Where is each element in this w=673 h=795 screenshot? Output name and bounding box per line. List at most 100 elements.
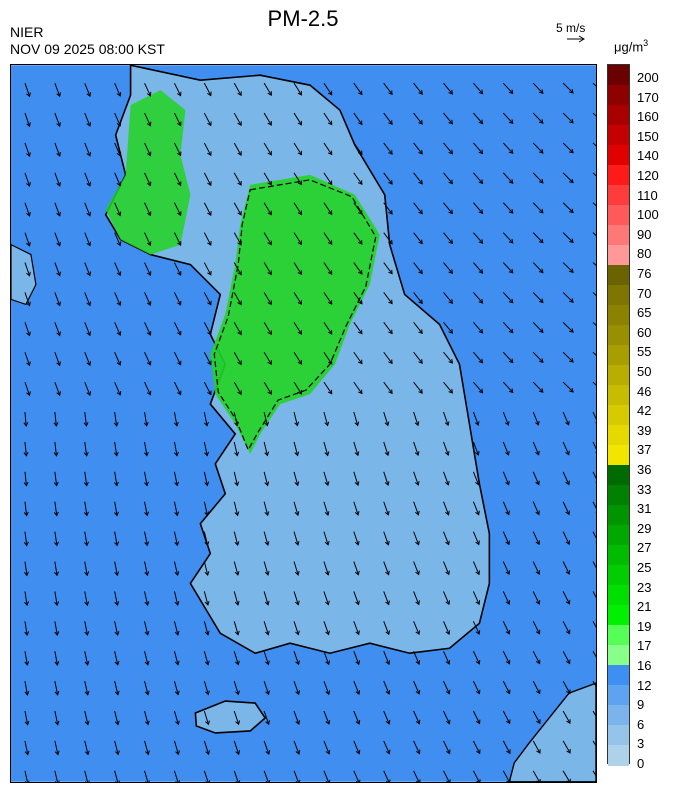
legend-color-band — [608, 265, 629, 286]
wind-arrow-icon — [592, 471, 596, 480]
wind-arrowhead-icon — [84, 720, 90, 726]
wind-arrow-icon — [443, 262, 453, 274]
wind-arrow-icon — [293, 591, 299, 605]
wind-arrowhead-icon — [174, 511, 180, 517]
wind-arrow-icon — [263, 710, 270, 725]
wind-arrow-icon — [323, 322, 333, 335]
wind-arrow-icon — [203, 591, 209, 606]
wind-arrow-icon — [203, 651, 209, 665]
wind-arrow-icon — [562, 411, 570, 425]
wind-arrow-icon — [413, 262, 423, 274]
wind-arrowhead-icon — [327, 120, 333, 126]
wind-arrowhead-icon — [237, 270, 242, 276]
wind-arrow-icon — [383, 262, 393, 275]
wind-arrowhead-icon — [535, 420, 540, 426]
wind-arrowhead-icon — [295, 630, 300, 636]
wind-arrow-icon — [24, 681, 28, 695]
wind-arrowhead-icon — [297, 90, 303, 96]
wind-arrow-icon — [24, 561, 28, 576]
wind-arrow-icon — [562, 770, 571, 782]
wind-arrowhead-icon — [385, 540, 390, 546]
wind-arrow-icon — [203, 471, 208, 486]
wind-arrowhead-icon — [414, 421, 420, 427]
wind-arrowhead-icon — [475, 480, 480, 486]
legend-color-band — [608, 385, 629, 406]
wind-arrow-icon — [263, 351, 272, 365]
wind-arrow-icon — [144, 232, 151, 246]
wind-arrow-icon — [473, 292, 483, 304]
wind-arrowhead-icon — [114, 660, 120, 666]
wind-arrowhead-icon — [235, 779, 241, 782]
wind-arrowhead-icon — [177, 91, 182, 97]
wind-arrowhead-icon — [23, 481, 29, 487]
wind-arrow-icon — [293, 651, 300, 665]
wind-arrowhead-icon — [267, 150, 272, 156]
wind-arrowhead-icon — [358, 240, 363, 245]
pm25-high-concentration-area — [210, 174, 380, 454]
wind-arrow-icon — [323, 172, 333, 185]
wind-arrow-icon — [54, 471, 58, 486]
wind-arrowhead-icon — [207, 270, 212, 276]
wind-arrow-icon — [114, 501, 118, 516]
wind-arrow-icon — [203, 770, 209, 782]
wind-arrow-icon — [144, 381, 151, 396]
wind-arrow-icon — [203, 621, 209, 635]
legend-tick-label: 110 — [637, 187, 658, 203]
wind-arrow-icon — [263, 651, 269, 665]
wind-arrow-icon — [84, 232, 91, 246]
wind-arrow-icon — [173, 352, 182, 365]
wind-arrowhead-icon — [86, 121, 92, 127]
wind-arrowhead-icon — [203, 421, 209, 427]
wind-arrow-icon — [502, 621, 510, 635]
wind-arrowhead-icon — [84, 780, 90, 782]
wind-arrowhead-icon — [177, 300, 182, 306]
wind-arrowhead-icon — [327, 240, 333, 246]
japan-coast — [508, 682, 596, 782]
wind-arrow-icon — [532, 292, 544, 303]
wind-arrow-icon — [323, 501, 329, 516]
wind-arrowhead-icon — [234, 481, 240, 487]
wind-arrow-icon — [54, 710, 59, 725]
legend-tick-label: 90 — [637, 226, 652, 242]
wind-arrowhead-icon — [53, 511, 59, 517]
wind-arrow-icon — [203, 710, 209, 725]
wind-arrow-icon — [502, 441, 509, 456]
wind-arrowhead-icon — [204, 660, 210, 666]
agency-label: NIER — [10, 24, 44, 40]
wind-arrowhead-icon — [207, 91, 212, 97]
wind-arrow-icon — [173, 262, 182, 276]
pm25-contour-line — [213, 179, 377, 452]
wind-arrow-icon — [353, 232, 363, 245]
wind-arrow-icon — [54, 501, 58, 516]
wind-arrow-icon — [502, 292, 514, 304]
wind-arrowhead-icon — [86, 211, 92, 217]
wind-arrowhead-icon — [267, 210, 272, 216]
wind-arrowhead-icon — [114, 631, 120, 636]
wind-arrow-icon — [443, 112, 453, 125]
wind-arrowhead-icon — [83, 422, 89, 427]
wind-arrowhead-icon — [26, 182, 31, 187]
wind-arrowhead-icon — [384, 421, 390, 427]
wind-arrow-icon — [323, 232, 333, 245]
legend-color-band — [608, 65, 629, 86]
wind-arrowhead-icon — [56, 361, 61, 367]
wind-arrow-icon — [173, 680, 179, 695]
legend-tick-label: 76 — [637, 266, 652, 281]
wind-arrowhead-icon — [234, 541, 240, 547]
wind-arrow-icon — [562, 112, 574, 124]
wind-arrow-icon — [383, 770, 390, 782]
wind-arrowhead-icon — [448, 89, 454, 95]
wind-arrowhead-icon — [116, 390, 122, 396]
wind-arrow-icon — [472, 561, 480, 575]
wind-arrow-icon — [383, 471, 389, 486]
wind-arrowhead-icon — [478, 358, 484, 364]
wind-arrowhead-icon — [415, 749, 421, 755]
wind-arrow-icon — [84, 531, 88, 546]
wind-arrow-icon — [263, 202, 272, 215]
wind-arrow-icon — [293, 381, 302, 395]
wind-arrowhead-icon — [418, 119, 423, 125]
wind-arrow-icon — [383, 82, 393, 95]
wind-arrow-icon — [532, 262, 544, 273]
wind-arrowhead-icon — [569, 298, 574, 303]
wind-arrowhead-icon — [174, 481, 179, 487]
